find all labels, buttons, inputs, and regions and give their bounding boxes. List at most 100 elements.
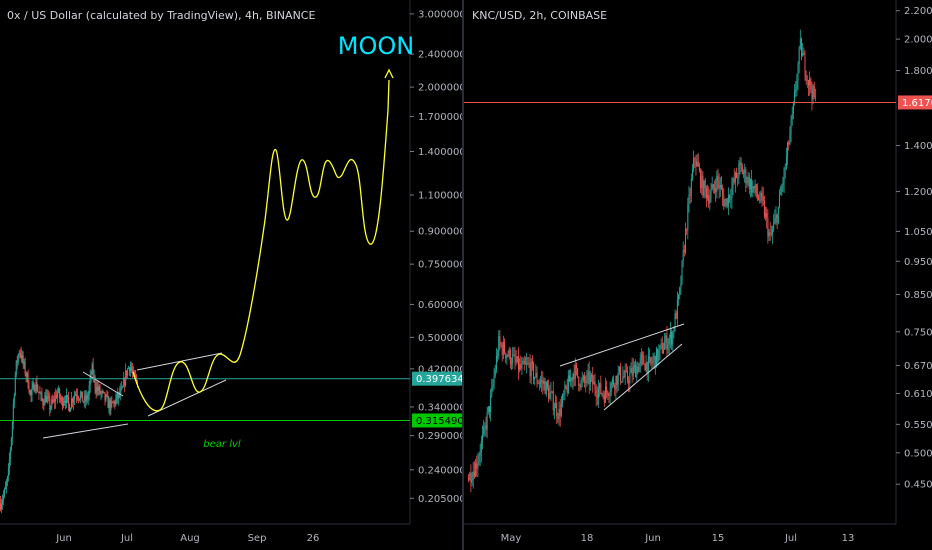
candle-body (506, 355, 508, 358)
candle-body (505, 353, 507, 358)
right-chart-svg[interactable]: 2.2000 2.0000 1.8000 1.4000 1.2000 1.0500 0.95… (464, 0, 932, 550)
candle-body (755, 184, 757, 194)
price-tick-label: 2.40000000 (418, 50, 462, 61)
candle-body (720, 185, 722, 189)
candle-body (702, 175, 704, 196)
wedge-upper-trendline (82, 371, 124, 397)
right-chart-pane[interactable]: 2.2000 2.0000 1.8000 1.4000 1.2000 1.0500 0.95… (464, 0, 932, 550)
candle-body (54, 398, 56, 402)
candle-body (508, 349, 510, 357)
candle-body (128, 367, 130, 369)
candle-body (714, 188, 715, 189)
candle-body (709, 198, 711, 204)
candle-body (710, 190, 712, 199)
candle-body (790, 119, 792, 134)
candle-body (50, 407, 52, 410)
candle-body (493, 375, 495, 384)
candle-body (686, 229, 688, 231)
moon-annotation: MOON (338, 32, 414, 60)
candle-body (687, 204, 689, 231)
candle-body (781, 186, 783, 193)
candle-body (769, 232, 771, 235)
candle-body (81, 391, 83, 402)
candle-body (507, 355, 509, 357)
candle-body (31, 387, 33, 396)
candle-body (103, 391, 105, 393)
candle-body (804, 54, 806, 75)
candle-body (104, 392, 106, 401)
candle-body (600, 383, 602, 394)
candle-body (111, 401, 113, 403)
wedge-lower-trendline (42, 423, 129, 439)
candle-body (486, 412, 488, 430)
candle-body (89, 375, 91, 386)
price-tick-label: 0.29000000 (418, 431, 462, 442)
pane-divider[interactable] (462, 0, 464, 550)
candle-body (756, 193, 758, 197)
candle-body (729, 194, 731, 199)
candle-body (609, 391, 611, 396)
candle-body (649, 356, 651, 358)
candle-body (595, 390, 597, 397)
candle-body (69, 407, 71, 412)
candle-body (652, 359, 654, 364)
candle-body (603, 395, 605, 403)
candle-body (695, 158, 697, 166)
price-tick-label: 1.70000000 (418, 112, 462, 123)
candle-body (0, 504, 2, 510)
candle-body (533, 363, 535, 380)
candle-body (725, 198, 727, 204)
candle-body (629, 373, 631, 384)
candle-body (41, 392, 43, 400)
candle-body (121, 387, 123, 390)
candle-body (807, 79, 809, 86)
price-tick-label: 1.8000 (904, 66, 932, 77)
candle-body (802, 52, 804, 57)
candle-body (129, 367, 131, 372)
candle-body (125, 370, 127, 386)
candle-body (768, 232, 770, 237)
candle-body (479, 453, 481, 457)
left-chart-pane[interactable]: 3.00000000 2.40000000 2.00000000 1.70000000… (0, 0, 462, 550)
candle-body (544, 381, 546, 395)
candle-body (712, 184, 714, 189)
candle-body (741, 166, 743, 174)
left-chart-svg[interactable]: 3.00000000 2.40000000 2.00000000 1.70000000… (0, 0, 462, 550)
candle-body (746, 182, 748, 184)
candle-body (671, 331, 673, 345)
candle-body (622, 376, 624, 382)
candle-body (674, 313, 676, 331)
price-tick-label: 1.40000000 (418, 147, 462, 158)
candle-body (615, 375, 617, 390)
candle-body (658, 350, 660, 361)
last-price-tag (898, 95, 932, 110)
candle-body (86, 395, 88, 400)
candle-body (573, 373, 575, 379)
candle-body (665, 335, 667, 343)
candle-body (48, 396, 50, 399)
candle-body (747, 177, 749, 183)
candle-body (512, 355, 514, 364)
candle-body (9, 449, 11, 460)
candle-body (578, 376, 580, 386)
candle-body (679, 287, 681, 295)
candle-body (559, 408, 561, 416)
candle-body (516, 356, 518, 363)
price-tick-label: 0.75000000 (418, 260, 462, 271)
candle-body (621, 381, 623, 383)
candle-body (604, 386, 606, 403)
price-tick-label: 0.90000000 (418, 227, 462, 238)
candle-body (752, 186, 754, 193)
candle-body (798, 48, 800, 65)
candle-body (472, 471, 474, 481)
candle-body (5, 482, 7, 487)
time-tick-label: Jul (120, 533, 133, 544)
candle-body (497, 356, 499, 357)
candle-body (754, 184, 756, 189)
candle-body (117, 393, 119, 399)
candle-body (659, 345, 661, 351)
candle-body (716, 175, 718, 193)
candle-body (1, 500, 3, 505)
